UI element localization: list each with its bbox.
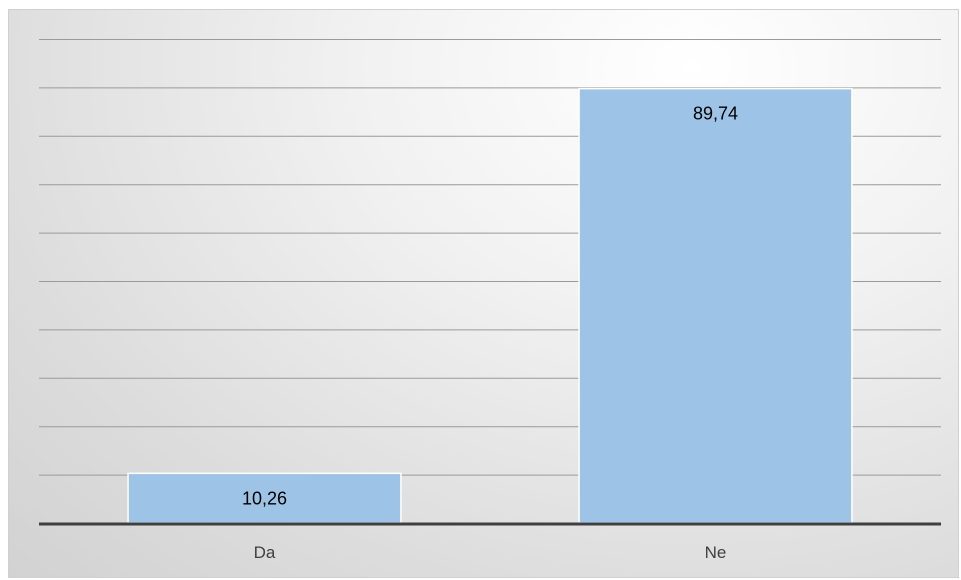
x-tick-label-ne: Ne (705, 543, 727, 562)
x-tick-labels: Da Ne (254, 543, 727, 562)
bars (127, 87, 853, 524)
data-label-da: 10,26 (242, 488, 287, 508)
data-label-ne: 89,74 (693, 104, 738, 124)
bar-chart: 10,26 89,74 Da Ne (39, 39, 941, 562)
data-labels: 10,26 89,74 (242, 104, 738, 509)
chart-area: 10,26 89,74 Da Ne (8, 9, 959, 578)
bar-ne (578, 87, 853, 524)
x-tick-label-da: Da (254, 543, 276, 562)
gridlines (39, 39, 941, 476)
bar-da (127, 472, 402, 524)
